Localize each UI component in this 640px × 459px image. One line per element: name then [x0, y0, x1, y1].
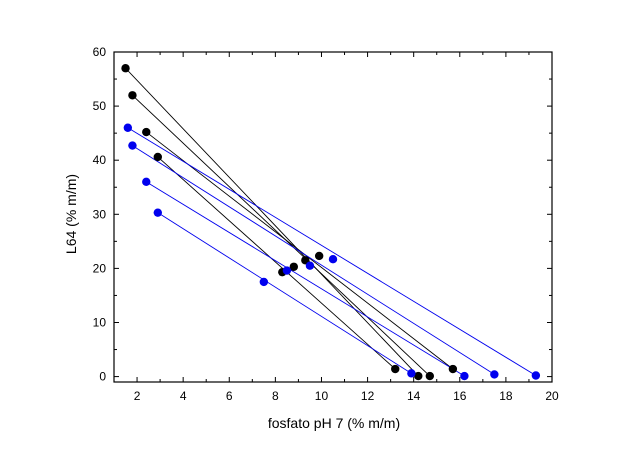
data-point: [121, 64, 130, 73]
plot-frame: [113, 51, 553, 383]
data-point: [531, 371, 541, 380]
data-point: [153, 152, 162, 162]
y-tick-label: 40: [93, 153, 107, 167]
data-point: [153, 208, 162, 217]
x-tick-label: 20: [545, 389, 559, 403]
tie-line: [132, 145, 495, 375]
data-point: [142, 127, 151, 137]
data-point: [259, 277, 269, 287]
tie-line: [127, 127, 537, 376]
x-tick-label: 16: [453, 389, 467, 403]
x-tick-label: 14: [407, 389, 421, 403]
data-point: [490, 370, 499, 379]
tie-line: [132, 94, 431, 377]
y-tick-label: 20: [93, 261, 107, 275]
x-tick-label: 10: [315, 389, 329, 403]
x-tick-label: 12: [361, 389, 375, 403]
data-point: [414, 371, 423, 381]
y-tick-label: 30: [93, 207, 107, 221]
data-point: [305, 261, 315, 270]
x-axis-title: fosfato pH 7 (% m/m): [268, 415, 400, 431]
y-axis-title: L64 (% m/m): [63, 174, 79, 254]
x-tick-label: 2: [134, 389, 141, 403]
y-tick-label: 0: [99, 370, 106, 384]
data-point: [128, 141, 137, 150]
y-tick-label: 10: [93, 315, 107, 329]
data-point: [407, 369, 416, 378]
data-point: [314, 251, 324, 261]
y-tick-label: 60: [93, 45, 107, 59]
tie-line: [157, 156, 396, 370]
x-tick-label: 8: [272, 389, 279, 403]
tie-line: [157, 212, 412, 374]
data-point: [128, 91, 137, 100]
x-tick-label: 18: [499, 389, 513, 403]
tie-line: [146, 181, 465, 377]
x-tick-label: 6: [226, 389, 233, 403]
data-point: [142, 177, 151, 187]
data-point: [460, 371, 469, 381]
tie-line: [125, 67, 419, 377]
data-points: [121, 64, 541, 381]
data-point: [448, 364, 458, 374]
y-tick-label: 50: [93, 99, 107, 113]
data-point: [328, 254, 338, 264]
tie-lines: [125, 67, 537, 377]
x-tick-label: 4: [180, 389, 187, 403]
data-point: [123, 123, 133, 132]
data-point: [391, 364, 400, 374]
data-point: [282, 266, 292, 275]
axis-ticks: 2 4 6 8 10 12 14 16 18 20 0 10 20 30 40 50 60: [93, 45, 559, 403]
data-point: [289, 262, 299, 271]
data-point: [425, 371, 435, 381]
tie-line: [145, 131, 454, 370]
